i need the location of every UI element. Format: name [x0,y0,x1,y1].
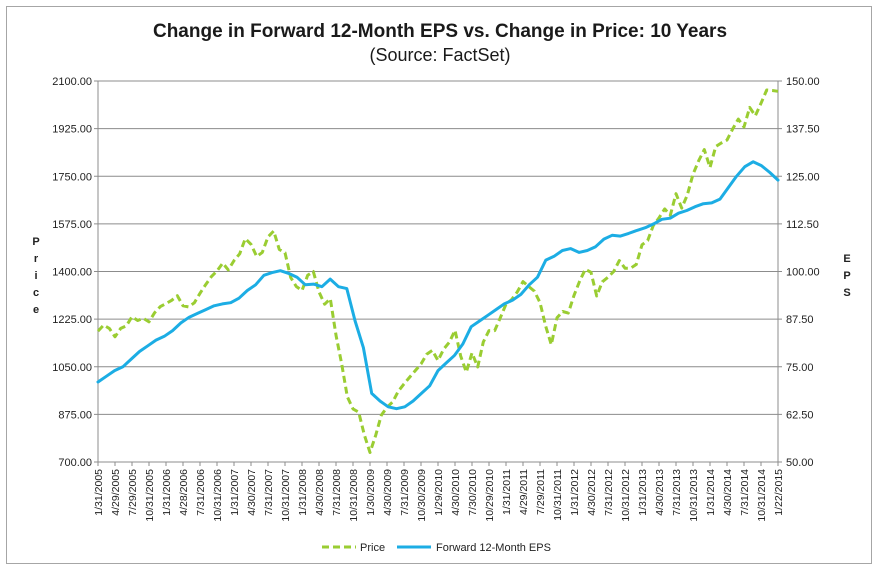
right-tick-label: 137.50 [786,124,820,136]
axis-label-letter: E [843,253,850,265]
right-tick-label: 75.00 [786,362,814,374]
right-tick-label: 87.50 [786,314,814,326]
x-tick-label: 10/29/2010 [484,469,496,522]
legend-price-label: Price [360,542,385,554]
right-axis-label: EPS [843,253,850,299]
x-tick-label: 4/29/2005 [110,469,122,516]
axis-label-letter: c [33,287,39,299]
right-tick-label: 125.00 [786,171,820,183]
x-tick-label: 7/31/2007 [263,469,275,516]
right-tick-label: 50.00 [786,457,814,469]
x-tick-label: 10/31/2014 [756,469,768,522]
x-tick-label: 1/30/2009 [365,469,377,516]
x-tick-label: 10/31/2013 [688,469,700,522]
x-tick-label: 10/31/2005 [144,469,156,522]
chart-title: Change in Forward 12-Month EPS vs. Chang… [153,21,727,42]
x-tick-label: 10/31/2007 [280,469,292,522]
legend: Price Forward 12-Month EPS [322,542,551,554]
left-tick-label: 875.00 [58,409,92,421]
legend-eps-label: Forward 12-Month EPS [436,542,551,554]
x-tick-label: 4/29/2011 [518,469,530,515]
x-tick-label: 10/31/2011 [552,469,564,521]
eps-line [96,160,780,411]
left-tick-label: 1400.00 [52,267,92,279]
x-tick-label: 4/30/2008 [314,469,326,516]
x-tick-label: 4/30/2012 [586,469,598,516]
x-tick-label: 1/31/2006 [161,469,173,516]
left-tick-label: 2100.00 [52,76,92,88]
x-tick-label: 1/29/2010 [433,469,445,516]
x-tick-label: 7/31/2006 [195,469,207,516]
right-tick-label: 62.50 [786,409,814,421]
axis-label-letter: r [34,253,39,265]
axis-label-letter: i [34,270,37,282]
x-tick-label: 10/31/2006 [212,469,224,522]
axis-label-letter: P [843,270,850,282]
right-tick-label: 150.00 [786,76,820,88]
x-tick-label: 1/22/2015 [773,469,785,516]
chart-frame [6,6,872,564]
axis-label-letter: S [843,287,850,299]
left-axis-ticks: 700.00 875.00 1050.00 1225.00 1400.00 1575.00… [52,76,98,469]
x-tick-label: 1/31/2005 [93,469,105,516]
left-tick-label: 1225.00 [52,314,92,326]
x-tick-label: 1/31/2011 [501,469,513,515]
left-tick-label: 1750.00 [52,171,92,183]
x-tick-label: 7/31/2012 [603,469,615,516]
axis-label-letter: e [33,304,39,316]
right-axis-ticks: 50.00 62.50 75.00 87.50 100.00 112.50 125.00 13… [778,76,820,469]
right-tick-label: 112.50 [786,219,819,231]
x-tick-label: 7/31/2009 [399,469,411,516]
x-tick-label: 7/31/2013 [671,469,683,516]
x-tick-label: 4/30/2013 [654,469,666,516]
left-tick-label: 700.00 [58,457,92,469]
x-tick-label: 1/31/2013 [637,469,649,516]
x-tick-label: 10/30/2009 [416,469,428,522]
x-tick-label: 10/31/2008 [348,469,360,522]
x-tick-label: 1/31/2008 [297,469,309,516]
x-tick-label: 4/30/2014 [722,469,734,516]
x-tick-label: 7/29/2011 [535,469,547,515]
right-tick-label: 100.00 [786,267,820,279]
axis-label-letter: P [32,236,39,248]
x-tick-label: 1/31/2007 [229,469,241,516]
x-tick-label: 7/30/2010 [467,469,479,516]
x-tick-label: 4/30/2007 [246,469,258,516]
x-tick-label: 1/31/2014 [705,469,717,516]
x-tick-label: 4/30/2009 [382,469,394,516]
x-tick-label: 10/31/2012 [620,469,632,522]
left-axis-label: Price [32,236,39,316]
left-tick-label: 1050.00 [52,362,92,374]
price-line [96,88,779,454]
x-tick-label: 4/30/2010 [450,469,462,516]
x-tick-label: 7/29/2005 [127,469,139,516]
chart-subtitle: (Source: FactSet) [369,45,510,65]
x-tick-label: 7/31/2008 [331,469,343,516]
left-tick-label: 1925.00 [52,124,92,136]
x-tick-label: 7/31/2014 [739,469,751,516]
x-axis-ticks: 1/31/2005 4/29/2005 7/29/2005 10/31/2005 1/3… [93,462,785,522]
series-lines [96,88,780,454]
gridlines [98,128,778,415]
x-tick-label: 4/28/2006 [178,469,190,516]
left-tick-label: 1575.00 [52,219,92,231]
x-tick-label: 1/31/2012 [569,469,581,516]
